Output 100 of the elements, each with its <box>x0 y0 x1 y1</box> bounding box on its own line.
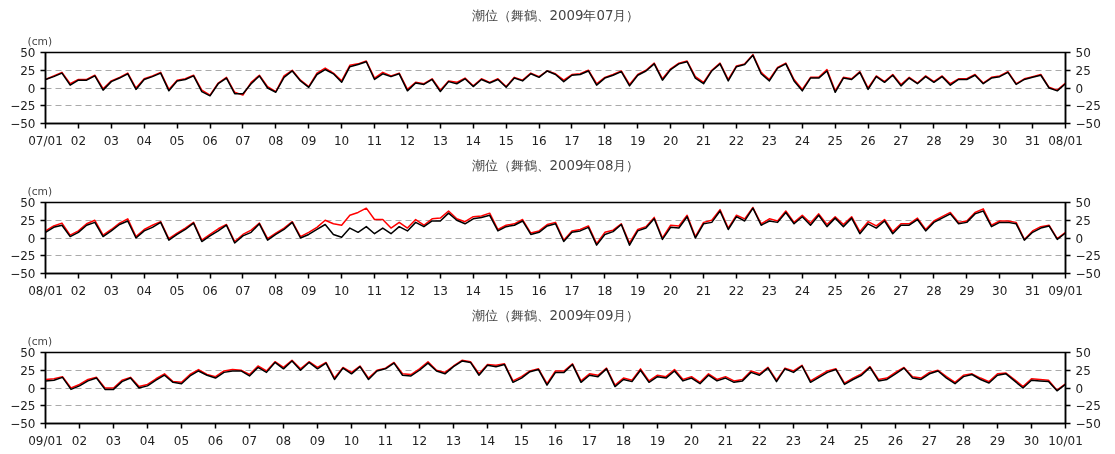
x-tick-label: 26 <box>887 433 904 448</box>
x-tick-label: 31 <box>1024 133 1041 148</box>
x-tick-label: 22 <box>751 433 768 448</box>
x-tick-label: 27 <box>921 433 938 448</box>
y2-tick-label: 0 <box>1075 81 1084 96</box>
y2-tick-label: 50 <box>1075 46 1091 60</box>
y-tick-label: −50 <box>10 417 36 431</box>
y2-tick-label: 50 <box>1075 346 1091 360</box>
x-tick-label: 14 <box>465 283 481 298</box>
x-tick-label: 27 <box>893 133 909 148</box>
x-tick-label: 16 <box>547 433 564 448</box>
x-tick-label: 26 <box>860 133 876 148</box>
y2-tick-label: −50 <box>1075 417 1101 431</box>
x-tick-label: 26 <box>860 283 876 298</box>
x-tick-label: 19 <box>630 283 646 298</box>
x-tick-label: 21 <box>695 133 712 148</box>
y2-tick-label: 50 <box>1075 196 1091 210</box>
x-tick-label: 07 <box>235 283 251 298</box>
x-tick-label: 08/01 <box>28 283 63 298</box>
x-tick-label: 13 <box>432 133 448 148</box>
y2-tick-label: 25 <box>1075 213 1091 228</box>
x-tick-label: 03 <box>103 133 119 148</box>
x-tick-label: 07/01 <box>28 133 63 148</box>
x-tick-label: 25 <box>827 283 843 298</box>
x-tick-label: 17 <box>564 133 580 148</box>
x-tick-label: 04 <box>139 433 156 448</box>
y-axis-title: (cm) <box>27 334 53 348</box>
x-tick-label: 06 <box>202 283 218 298</box>
x-tick-label: 03 <box>105 433 122 448</box>
x-tick-label: 27 <box>893 283 909 298</box>
x-tick-label: 11 <box>366 283 383 298</box>
x-tick-label: 22 <box>728 283 745 298</box>
y-tick-label: 0 <box>27 381 36 396</box>
x-tick-label: 09/01 <box>28 433 63 448</box>
x-tick-label: 25 <box>853 433 870 448</box>
y2-tick-label: 0 <box>1075 381 1084 396</box>
x-tick-label: 04 <box>136 283 152 298</box>
x-tick-label: 02 <box>70 283 87 298</box>
y-tick-label: 50 <box>20 46 36 60</box>
x-tick-label: 11 <box>377 433 394 448</box>
x-tick-label: 15 <box>498 283 514 298</box>
x-tick-label: 08/01 <box>1048 133 1083 148</box>
x-tick-label: 13 <box>445 433 462 448</box>
x-tick-label: 25 <box>827 133 843 148</box>
x-tick-label: 24 <box>819 433 836 448</box>
x-tick-label: 24 <box>794 283 810 298</box>
y2-tick-label: 0 <box>1075 231 1084 246</box>
x-tick-label: 13 <box>432 283 448 298</box>
y-tick-label: −50 <box>10 117 36 131</box>
y-tick-label: 50 <box>20 346 36 360</box>
x-tick-label: 06 <box>202 133 218 148</box>
x-tick-label: 20 <box>683 433 700 448</box>
x-tick-label: 20 <box>663 283 679 298</box>
x-tick-label: 05 <box>173 433 190 448</box>
x-tick-label: 16 <box>531 133 547 148</box>
x-tick-label: 28 <box>926 283 942 298</box>
chart-title: 潮位（舞鶴、2009年08月） <box>471 157 640 173</box>
y2-tick-label: 25 <box>1075 363 1091 378</box>
x-tick-label: 23 <box>761 133 778 148</box>
x-tick-label: 08 <box>275 433 292 448</box>
y-tick-label: −25 <box>10 399 36 414</box>
y2-tick-label: −25 <box>1075 99 1101 114</box>
x-tick-label: 02 <box>71 433 88 448</box>
y-tick-label: 25 <box>20 363 36 378</box>
x-tick-label: 30 <box>992 133 1008 148</box>
x-tick-label: 11 <box>366 133 383 148</box>
x-tick-label: 10 <box>333 283 350 298</box>
x-tick-label: 18 <box>615 433 632 448</box>
x-tick-label: 07 <box>235 133 251 148</box>
y-tick-label: 50 <box>20 196 36 210</box>
y2-tick-label: −25 <box>1075 399 1101 414</box>
x-tick-label: 18 <box>597 133 613 148</box>
x-tick-label: 12 <box>399 133 416 148</box>
y-tick-label: −25 <box>10 99 36 114</box>
x-tick-label: 08 <box>268 283 284 298</box>
x-tick-label: 14 <box>479 433 496 448</box>
y-tick-label: −50 <box>10 267 36 281</box>
x-tick-label: 18 <box>597 283 613 298</box>
x-tick-label: 24 <box>794 133 810 148</box>
y-axis-title: (cm) <box>27 184 53 198</box>
x-tick-label: 09 <box>301 133 317 148</box>
x-tick-label: 02 <box>70 133 87 148</box>
x-tick-label: 09/01 <box>1048 283 1083 298</box>
x-tick-label: 06 <box>207 433 224 448</box>
x-tick-label: 07 <box>241 433 258 448</box>
x-tick-label: 23 <box>785 433 802 448</box>
x-tick-label: 15 <box>498 133 514 148</box>
x-tick-label: 16 <box>531 283 547 298</box>
x-tick-label: 30 <box>992 283 1008 298</box>
y2-tick-label: −25 <box>1075 249 1101 264</box>
y2-tick-label: 25 <box>1075 63 1091 78</box>
y-tick-label: 0 <box>27 231 36 246</box>
x-tick-label: 29 <box>959 283 975 298</box>
y-tick-label: 25 <box>20 213 36 228</box>
y-tick-label: −25 <box>10 249 36 264</box>
x-tick-label: 28 <box>955 433 972 448</box>
x-tick-label: 09 <box>301 283 317 298</box>
x-tick-label: 10 <box>333 133 350 148</box>
x-tick-label: 19 <box>630 133 646 148</box>
x-tick-label: 10 <box>343 433 360 448</box>
